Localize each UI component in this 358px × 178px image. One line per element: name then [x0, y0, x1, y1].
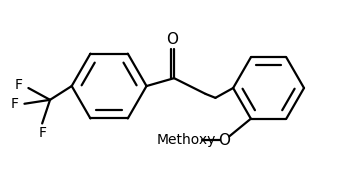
Text: F: F: [11, 97, 19, 111]
Text: O: O: [218, 133, 230, 148]
Text: F: F: [15, 78, 23, 92]
Text: O: O: [166, 32, 178, 47]
Text: Methoxy: Methoxy: [156, 133, 216, 147]
Text: F: F: [38, 126, 46, 140]
